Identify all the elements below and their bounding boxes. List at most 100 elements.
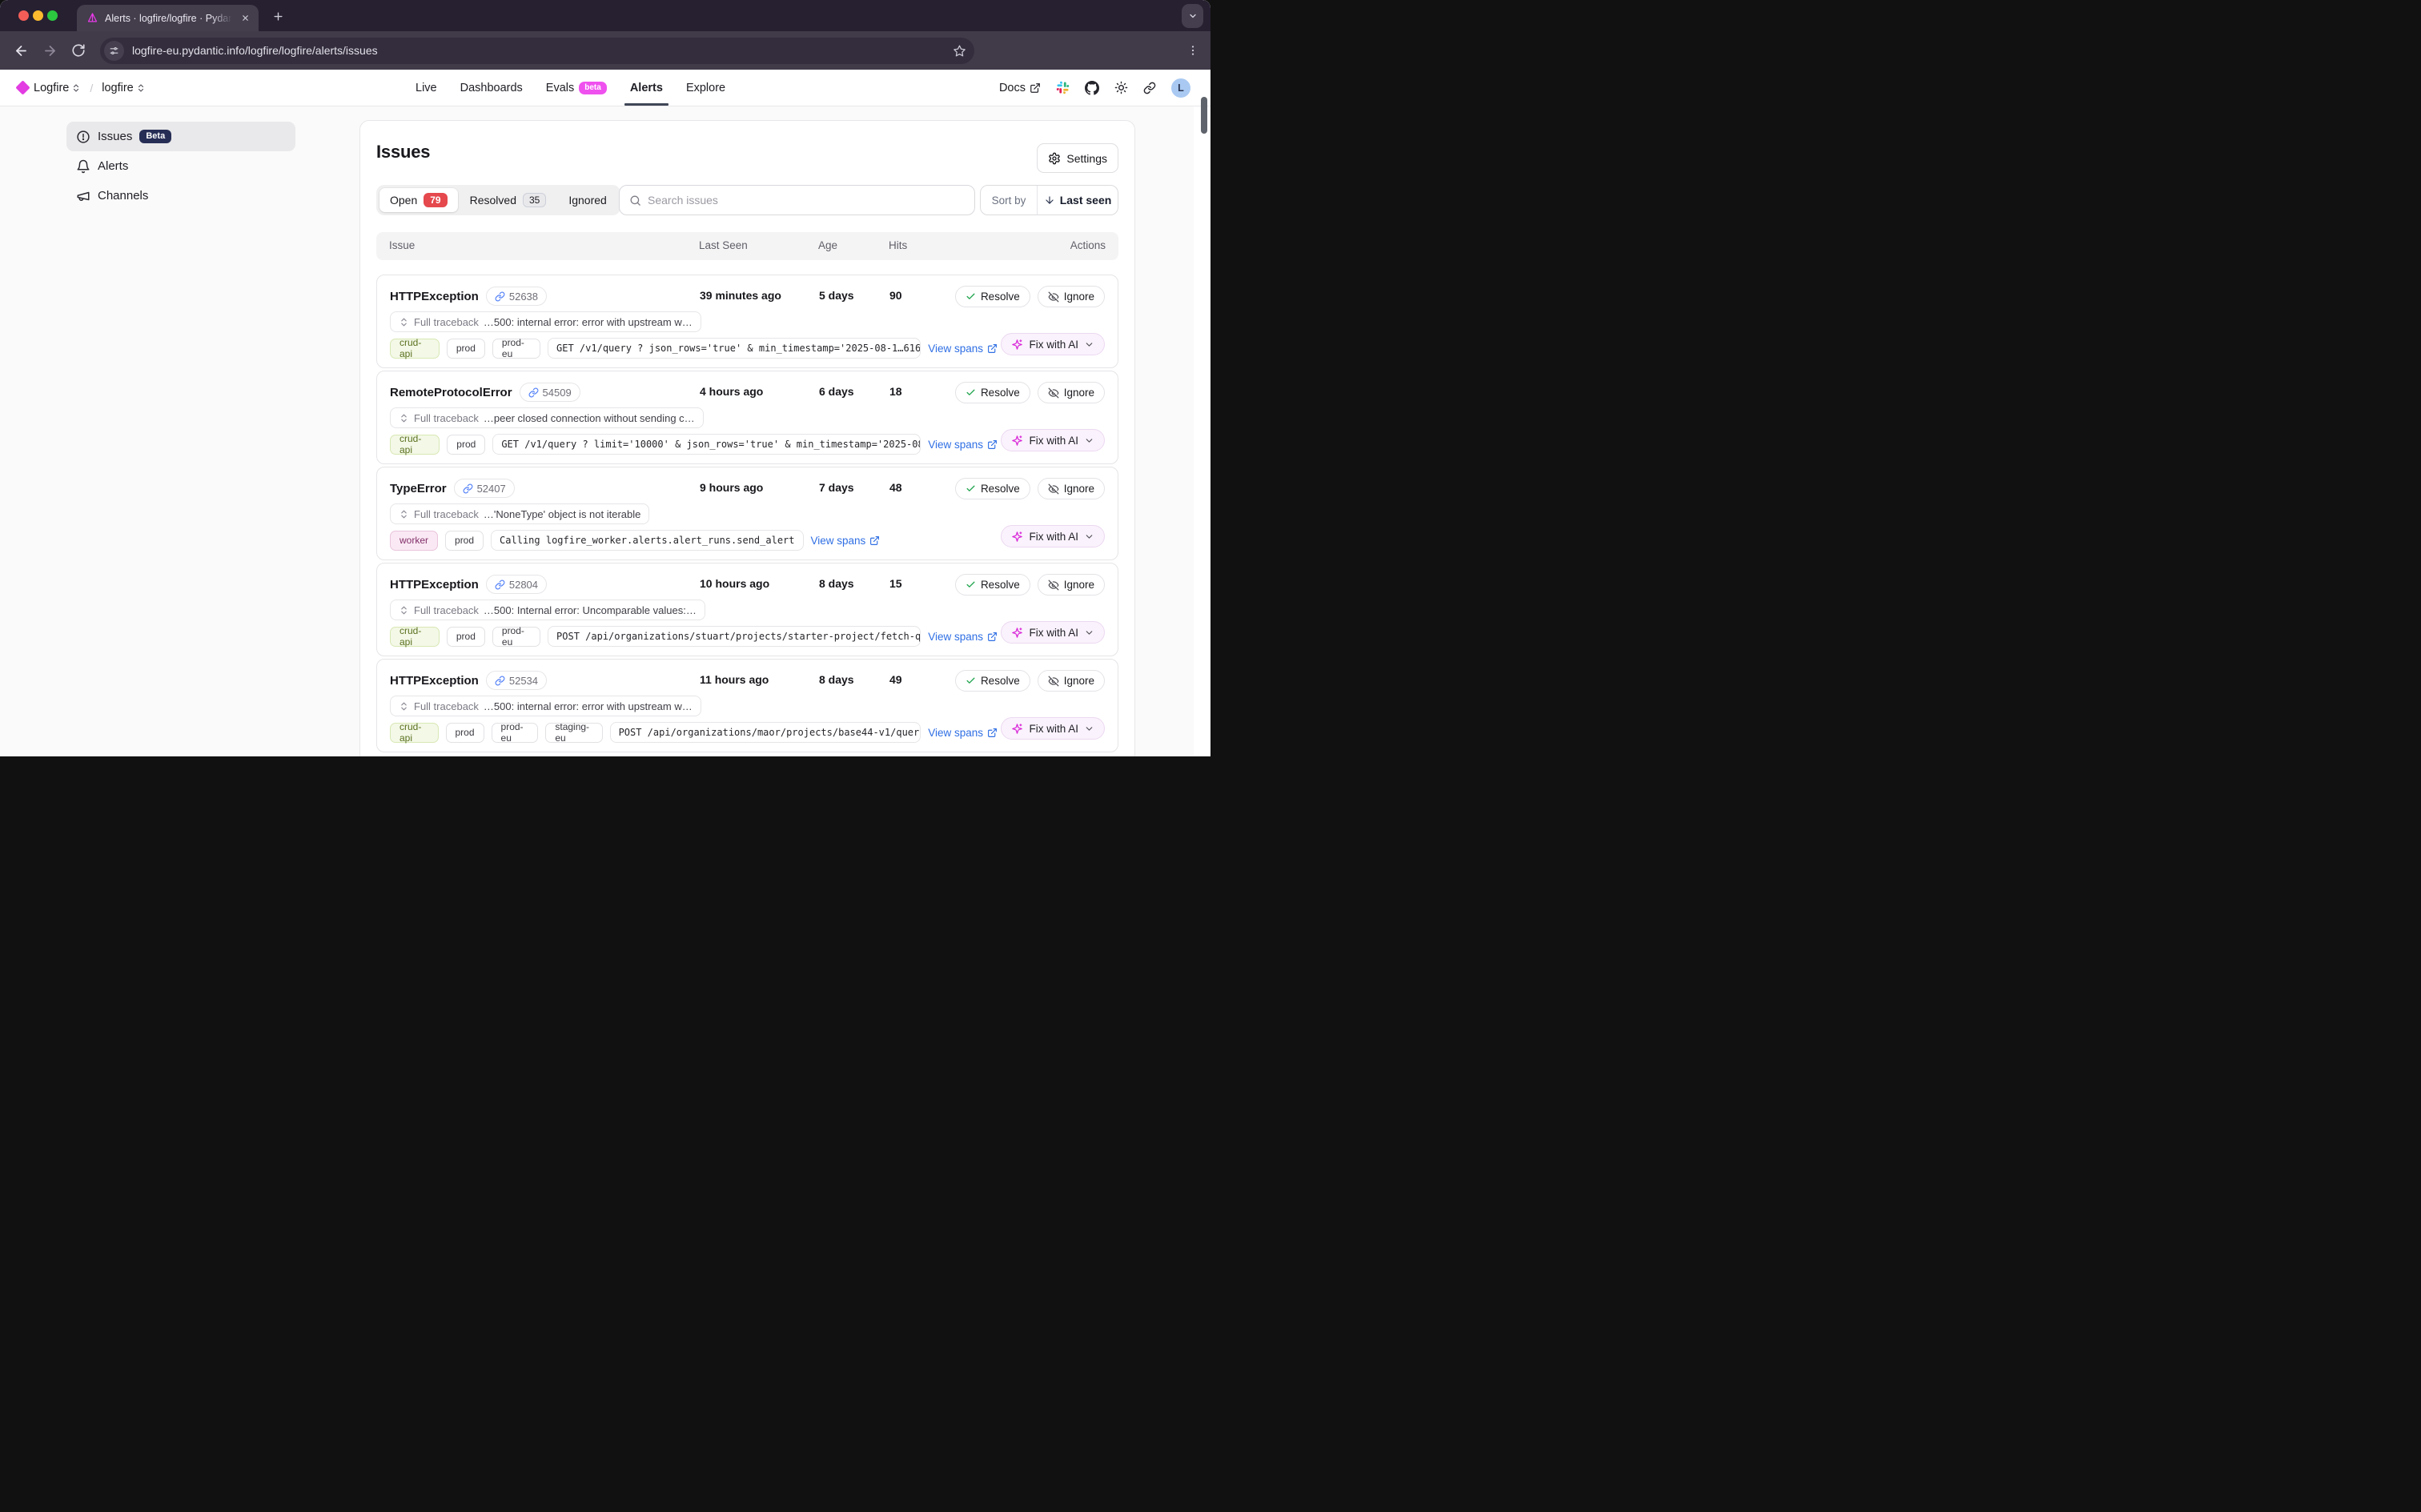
new-tab-button[interactable] [269,7,287,25]
resolve-button[interactable]: Resolve [954,382,1030,403]
eye-off-icon [1048,387,1059,399]
org-selector[interactable]: Logfire [34,82,81,94]
sidebar-item-issues[interactable]: Issues Beta [66,122,295,151]
issue-last-seen: 4 hours ago [700,385,764,398]
resolve-button[interactable]: Resolve [954,670,1030,692]
sort-value-button[interactable]: Last seen [1038,186,1118,215]
browser-menu-icon[interactable] [1186,44,1199,57]
gear-icon [1048,152,1061,165]
filter-ignored[interactable]: Ignored [568,194,607,207]
issue-id-chip[interactable]: 52407 [453,479,515,498]
github-icon[interactable] [1085,80,1099,95]
share-link-icon[interactable] [1143,82,1156,94]
fix-with-ai-button[interactable]: Fix with AI [1001,621,1105,644]
ignore-button[interactable]: Ignore [1037,478,1105,499]
external-link-icon [869,535,880,546]
fix-with-ai-button[interactable]: Fix with AI [1001,525,1105,547]
user-avatar[interactable]: L [1171,78,1190,98]
filter-open[interactable]: Open 79 [379,188,458,212]
tab-search-button[interactable] [1182,4,1203,28]
fix-with-ai-button[interactable]: Fix with AI [1001,333,1105,355]
reload-button[interactable] [69,41,88,60]
resolve-button[interactable]: Resolve [954,478,1030,499]
tag-prod: prod [445,722,484,743]
issue-age: 7 days [819,481,854,494]
ignore-button[interactable]: Ignore [1037,286,1105,307]
divider [1037,186,1038,215]
scrollbar-thumb[interactable] [1201,97,1207,134]
nav-tab-alerts[interactable]: Alerts [624,70,669,106]
issue-age: 5 days [819,289,854,302]
sidebar-item-channels[interactable]: Channels [66,181,295,211]
issue-code-snippet: POST /api/organizations/stuart/projects/… [548,626,921,647]
nav-tab-live[interactable]: Live [416,81,437,94]
tab-close-icon[interactable] [239,11,252,25]
url-text[interactable]: logfire-eu.pydantic.info/logfire/logfire… [132,44,378,57]
eye-off-icon [1048,580,1059,591]
traceback-toggle[interactable]: Full traceback …500: internal error: err… [390,311,701,332]
slack-icon[interactable] [1056,81,1070,94]
issue-tags: crud-api prod [390,433,486,455]
traceback-toggle[interactable]: Full traceback …500: Internal error: Unc… [390,600,705,620]
external-link-icon [987,439,998,450]
traceback-detail: …500: internal error: error with upstrea… [483,315,693,328]
issue-row: HTTPException 52804 10 hours ago 8 days … [376,563,1118,656]
window-zoom-button[interactable] [47,10,58,21]
window-close-button[interactable] [18,10,29,21]
tag-prod-eu: prod-eu [491,721,539,744]
forward-button[interactable] [40,41,59,60]
browser-tab[interactable]: Alerts · logfire/logfire · Pydant [77,5,259,31]
site-settings-icon[interactable] [104,40,124,61]
sidebar-item-label: Channels [98,189,149,203]
view-spans-link[interactable]: View spans [928,439,998,451]
eye-off-icon [1048,291,1059,303]
nav-tab-explore[interactable]: Explore [685,81,726,94]
view-spans-link[interactable]: View spans [928,343,998,355]
eye-off-icon [1048,483,1059,495]
back-button[interactable] [11,41,30,60]
sidebar-item-alerts[interactable]: Alerts [66,151,295,181]
issue-id-chip[interactable]: 54509 [519,383,580,402]
issue-id-chip[interactable]: 52638 [485,287,548,306]
resolve-button[interactable]: Resolve [954,574,1030,596]
issue-id-chip[interactable]: 52804 [485,575,548,594]
resolve-button[interactable]: Resolve [954,286,1030,307]
sort-by-label: Sort by [991,194,1026,207]
window-minimize-button[interactable] [33,10,43,21]
sidebar-item-label: Alerts [98,159,129,173]
theme-sun-icon[interactable] [1114,81,1128,94]
issue-id-chip[interactable]: 52534 [485,671,548,690]
view-spans-link[interactable]: View spans [811,535,881,547]
sparkles-icon [1011,531,1023,543]
traceback-toggle[interactable]: Full traceback …'NoneType' object is not… [390,503,650,524]
view-spans-link[interactable]: View spans [928,631,998,643]
search-box[interactable] [619,185,975,215]
traceback-toggle[interactable]: Full traceback …500: internal error: err… [390,696,701,716]
link-icon [463,483,473,494]
address-bar[interactable]: logfire-eu.pydantic.info/logfire/logfire… [100,37,974,64]
breadcrumb-separator: / [90,81,94,94]
column-header-issue: Issue [389,239,416,251]
chevron-down-icon [1084,628,1094,638]
project-selector[interactable]: logfire [102,82,146,94]
fix-with-ai-button[interactable]: Fix with AI [1001,429,1105,451]
ignore-button[interactable]: Ignore [1037,382,1105,403]
fix-with-ai-button[interactable]: Fix with AI [1001,717,1105,740]
search-icon [629,195,641,207]
column-header-hits: Hits [889,239,908,251]
ignore-button[interactable]: Ignore [1037,574,1105,596]
nav-tab-dashboards[interactable]: Dashboards [460,81,523,94]
nav-tab-evals[interactable]: Evals beta [546,70,607,106]
ignore-button[interactable]: Ignore [1037,670,1105,692]
settings-button[interactable]: Settings [1037,143,1118,173]
search-input[interactable] [648,194,965,207]
filter-resolved[interactable]: Resolved 35 [460,188,557,212]
logfire-logo-icon [15,80,30,95]
traceback-toggle[interactable]: Full traceback …peer closed connection w… [390,407,704,428]
docs-link[interactable]: Docs [999,82,1041,94]
bookmark-star-icon[interactable] [953,44,966,58]
chevrons-up-down-icon [136,83,146,93]
view-spans-link[interactable]: View spans [928,727,998,739]
issue-age: 6 days [819,385,854,398]
unfold-icon [399,317,409,327]
